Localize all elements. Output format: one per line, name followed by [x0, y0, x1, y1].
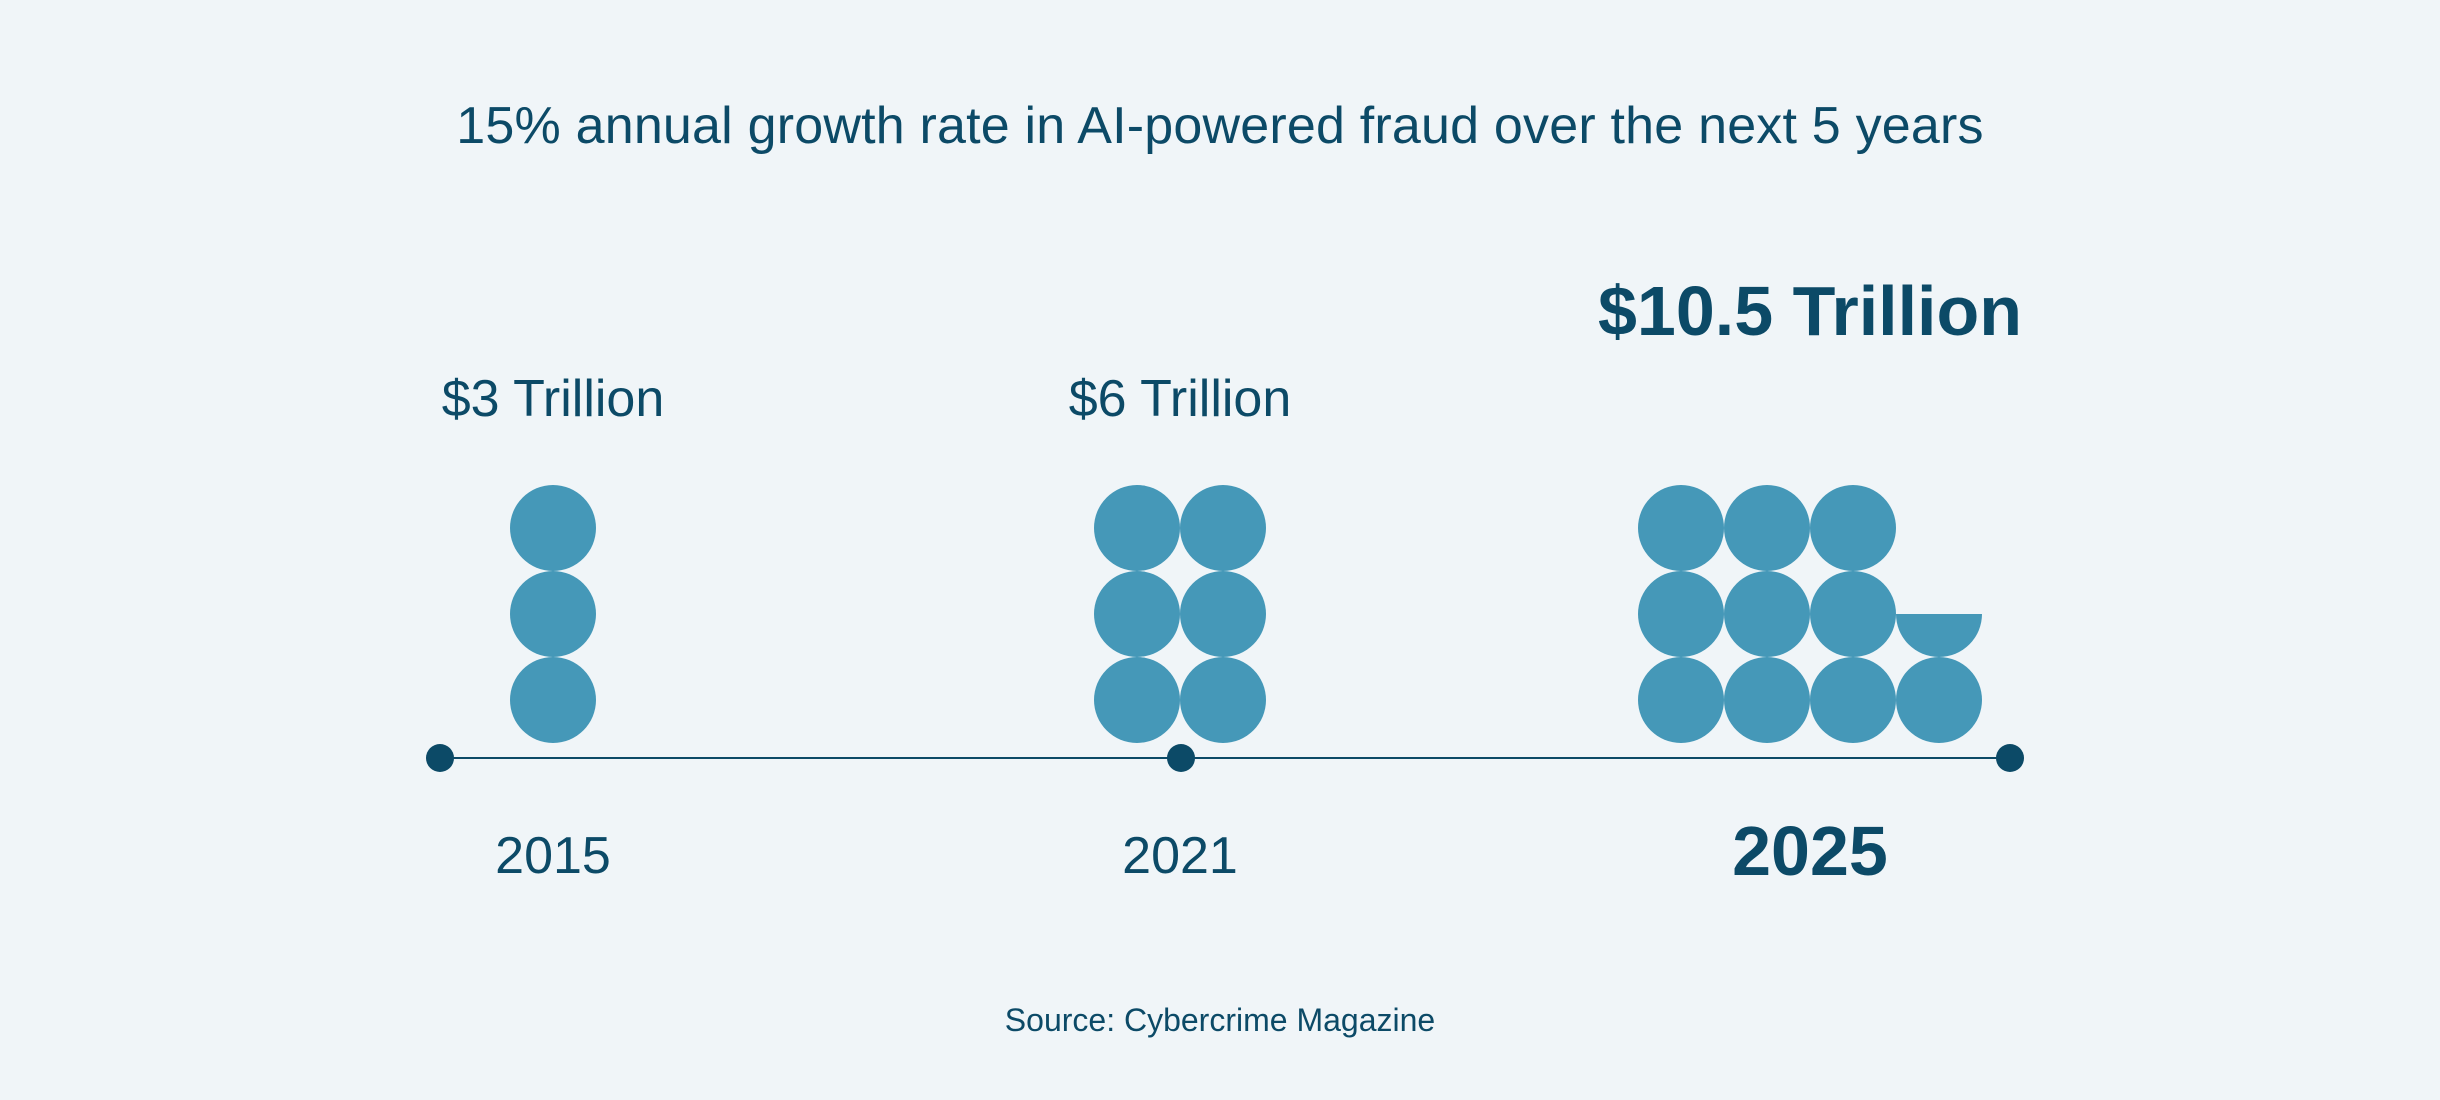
coin-icon — [1896, 657, 1982, 743]
coin-icon — [1810, 485, 1896, 571]
value-label: $6 Trillion — [1069, 370, 1292, 428]
coin-icon — [1724, 485, 1810, 571]
partial-coin-icon — [1896, 614, 1982, 657]
year-label: 2025 — [1732, 812, 1888, 890]
coin-icon — [1180, 571, 1266, 657]
coin-icon — [1810, 571, 1896, 657]
chart-title: 15% annual growth rate in AI-powered fra… — [456, 97, 1984, 155]
coin-icon — [1180, 485, 1266, 571]
coin-icon — [1094, 485, 1180, 571]
coin-icon — [1724, 657, 1810, 743]
coin-icon — [1638, 485, 1724, 571]
coin-icon — [1094, 657, 1180, 743]
coin-icon — [1094, 571, 1180, 657]
value-label: $3 Trillion — [442, 370, 665, 428]
coin-icon — [510, 571, 596, 657]
coin-icon — [1638, 571, 1724, 657]
year-label: 2015 — [495, 827, 611, 885]
timeline-dot — [1167, 744, 1195, 772]
coin-icon — [1180, 657, 1266, 743]
source-note: Source: Cybercrime Magazine — [1004, 1002, 1436, 1038]
coin-icon — [510, 657, 596, 743]
coin-icon — [1638, 657, 1724, 743]
timeline-dot — [1996, 744, 2024, 772]
timeline-dot — [426, 744, 454, 772]
coin-icon — [1810, 657, 1896, 743]
coin-icon — [510, 485, 596, 571]
coin-icon — [1724, 571, 1810, 657]
value-label: $10.5 Trillion — [1598, 272, 2022, 350]
year-label: 2021 — [1122, 827, 1238, 885]
